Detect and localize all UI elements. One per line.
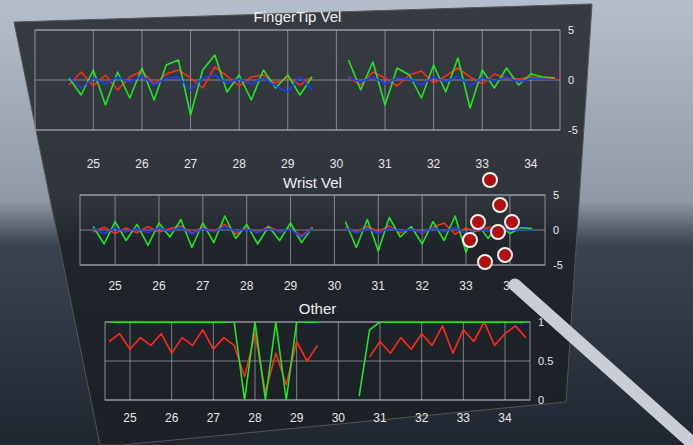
background (0, 0, 693, 445)
y-tick-label: 0 (553, 224, 559, 236)
grid-line-x (202, 195, 203, 265)
x-tick-label: 30 (330, 157, 344, 171)
x-tick-label: 27 (184, 157, 198, 171)
x-tick-label: 27 (196, 279, 210, 293)
grid-line-y (35, 30, 560, 31)
hand-joint (471, 215, 485, 229)
grid-line-x (287, 30, 288, 130)
y-tick-label: 0.5 (538, 355, 553, 367)
x-tick-label: 31 (373, 411, 387, 425)
grid-line-x (482, 30, 483, 130)
x-tick-label: 26 (152, 279, 166, 293)
x-tick-label: 25 (123, 411, 137, 425)
grid-line-y (105, 361, 530, 362)
chart-title: Wrist Vel (283, 174, 342, 191)
grid-line-x (130, 322, 131, 400)
grid-line-x (336, 30, 337, 130)
grid-line-x (378, 195, 379, 265)
grid-line-x (530, 30, 531, 130)
chart: 00.5125262728293031323334Other (105, 300, 553, 425)
x-tick-label: 33 (476, 157, 490, 171)
scene: -5 0 5 25 26 27 28 29 30 31 32 33 34 FingerTip Vel -5 0… (0, 0, 693, 445)
x-tick-label: 30 (332, 411, 346, 425)
hand-joint (491, 225, 505, 239)
x-tick-label: 28 (232, 157, 246, 171)
series-line (109, 322, 526, 400)
plot-frame (80, 195, 545, 265)
grid-line-x (141, 30, 142, 130)
chart: -50525262728293031323334Wrist Vel (80, 174, 563, 293)
grid-line-y (80, 265, 545, 266)
hand-pointer (463, 173, 693, 445)
hand-joint (493, 198, 507, 212)
chart: -5 0 5 25 26 27 28 29 30 31 32 33 34 FingerTip Vel (35, 8, 578, 171)
x-tick-label: 34 (524, 157, 538, 171)
x-tick-label: 31 (372, 279, 386, 293)
series-line (109, 322, 526, 392)
grid-line-y (35, 130, 560, 131)
hand-joint (505, 215, 519, 229)
x-tick-label: 30 (328, 279, 342, 293)
grid-line-x (380, 322, 381, 400)
grid-line-x (93, 30, 94, 130)
x-tick-label: 25 (108, 279, 122, 293)
y-tick-label: 0 (568, 74, 574, 86)
hand-joint (463, 233, 477, 247)
x-tick-label: 34 (498, 411, 512, 425)
series-line (93, 216, 532, 252)
grid-line-x (115, 195, 116, 265)
y-tick-label: 5 (553, 189, 559, 201)
grid-line-x (158, 195, 159, 265)
x-tick-label: 25 (87, 157, 101, 171)
x-tick-label: 32 (427, 157, 441, 171)
hand-joint (498, 248, 512, 262)
chart-title: Other (299, 300, 337, 317)
hand-joint (478, 255, 492, 269)
chart-title: FingerTip Vel (254, 8, 342, 25)
grid-line-y (105, 400, 530, 401)
y-tick-label: -5 (553, 259, 563, 271)
x-tick-label: 29 (284, 279, 298, 293)
grid-line-x (213, 322, 214, 400)
x-tick-label: 32 (415, 411, 429, 425)
hand-joint (483, 173, 497, 187)
y-tick-label: -5 (568, 124, 578, 136)
x-tick-label: 33 (457, 411, 471, 425)
y-tick-label: 0 (538, 394, 544, 406)
panel (14, 4, 592, 445)
x-tick-label: 33 (459, 279, 473, 293)
x-tick-label: 28 (240, 279, 254, 293)
series-line (69, 55, 555, 115)
grid-line-x (466, 195, 467, 265)
x-tick-label: 29 (281, 157, 295, 171)
pointer-ray (515, 285, 693, 445)
x-tick-label: 31 (378, 157, 392, 171)
grid-line-y (80, 195, 545, 196)
series-line (69, 75, 555, 92)
grid-line-x (463, 322, 464, 400)
x-tick-label: 26 (165, 411, 179, 425)
series-group (69, 55, 555, 115)
x-tick-label: 29 (290, 411, 304, 425)
x-tick-label: 27 (207, 411, 221, 425)
grid-line-x (296, 322, 297, 400)
grid-line-x (334, 195, 335, 265)
x-tick-label: 28 (248, 411, 262, 425)
grid-line-x (385, 30, 386, 130)
series-group (109, 322, 526, 400)
grid-line-x (171, 322, 172, 400)
plot-frame (105, 322, 530, 400)
x-tick-label: 32 (415, 279, 429, 293)
plot-frame (35, 30, 560, 130)
x-tick-label: 26 (135, 157, 149, 171)
grid-line-x (338, 322, 339, 400)
grid-line-x (433, 30, 434, 130)
y-tick-label: 5 (568, 24, 574, 36)
series-group (93, 216, 532, 252)
grid-line-x (422, 195, 423, 265)
